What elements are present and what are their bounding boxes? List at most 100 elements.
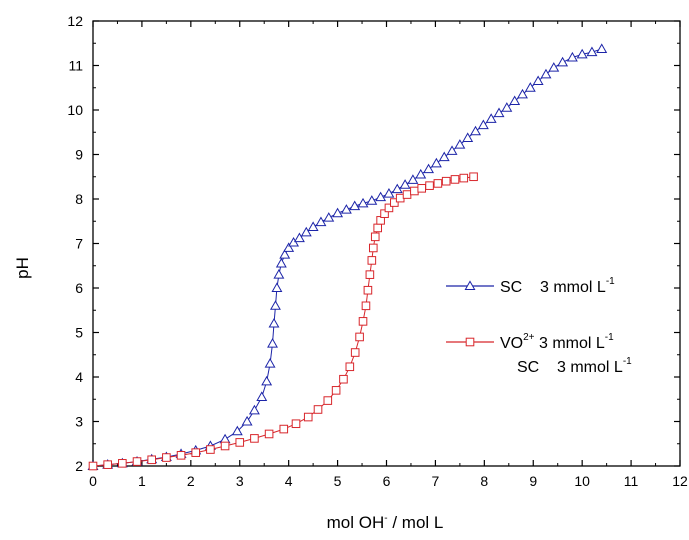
- x-axis-title-sup: -: [384, 513, 387, 524]
- data-point: [88, 461, 98, 471]
- data-point: [339, 374, 348, 384]
- data-point: [303, 412, 313, 422]
- data-point: [576, 48, 588, 59]
- data-point: [517, 88, 528, 99]
- x-tick-label: 1: [138, 473, 146, 489]
- legend-marker: [464, 280, 476, 290]
- series-vo-sc: [88, 172, 478, 471]
- data-point: [417, 184, 427, 193]
- data-point: [241, 415, 253, 426]
- legend-entry: SC 3 mmol L-1: [446, 276, 615, 296]
- data-point: [291, 419, 301, 429]
- data-point: [271, 282, 283, 292]
- data-point: [370, 232, 380, 242]
- data-point: [132, 457, 142, 466]
- data-point: [415, 168, 427, 179]
- data-point: [261, 375, 273, 386]
- data-point: [380, 209, 389, 218]
- data-point: [407, 174, 419, 184]
- data-point: [425, 181, 434, 190]
- data-point: [315, 216, 327, 227]
- data-point: [300, 226, 312, 237]
- data-point: [363, 285, 373, 295]
- data-point: [430, 157, 442, 168]
- data-point: [391, 183, 403, 194]
- data-point: [345, 362, 355, 372]
- data-point: [438, 151, 450, 162]
- x-axis: 0 1 2 3 4 5 6 7 8 9 10 11 12: [89, 21, 688, 489]
- data-point: [283, 242, 295, 252]
- x-tick-label: 0: [89, 473, 97, 489]
- data-point: [454, 139, 466, 149]
- data-point: [118, 459, 127, 468]
- legend-label: VO2+ 3 mmol L-1: [500, 332, 614, 352]
- series-line: [92, 176, 474, 467]
- data-point: [361, 301, 371, 311]
- data-point: [220, 441, 230, 451]
- data-point: [493, 107, 505, 118]
- data-point: [441, 176, 451, 186]
- x-axis-title-main: mol OH: [327, 513, 385, 532]
- data-point: [250, 434, 259, 443]
- x-tick-label: 8: [480, 473, 488, 489]
- data-point: [433, 179, 443, 188]
- data-point: [586, 46, 598, 57]
- x-tick-label: 10: [574, 473, 590, 489]
- data-point: [365, 270, 375, 279]
- x-axis-title: mol OH- / mol L: [327, 513, 444, 532]
- data-point: [402, 190, 412, 199]
- data-point: [219, 433, 231, 444]
- data-point: [267, 338, 278, 348]
- data-point: [450, 175, 460, 184]
- x-tick-label: 5: [334, 473, 342, 489]
- data-point: [470, 125, 481, 136]
- data-point: [323, 396, 333, 405]
- data-point: [331, 386, 341, 395]
- y-tick-label: 3: [75, 414, 83, 430]
- data-point: [367, 256, 377, 265]
- data-point: [390, 198, 399, 207]
- y-axis-title: pH: [13, 257, 32, 279]
- data-point: [206, 445, 215, 454]
- data-point: [162, 453, 171, 462]
- data-point: [264, 429, 274, 439]
- data-point: [323, 212, 335, 222]
- data-point: [462, 132, 474, 142]
- y-tick-label: 10: [67, 102, 83, 118]
- x-tick-label: 9: [529, 473, 537, 489]
- data-point: [384, 203, 394, 213]
- data-point: [540, 68, 552, 79]
- data-point: [275, 257, 287, 268]
- data-point: [358, 317, 368, 326]
- data-point: [459, 173, 469, 183]
- data-point: [446, 145, 458, 155]
- y-tick-label: 4: [75, 369, 83, 385]
- data-point: [103, 460, 112, 469]
- series-sc: [87, 43, 608, 470]
- data-point: [501, 102, 513, 112]
- data-point: [176, 451, 186, 460]
- y-tick-label: 6: [75, 280, 83, 296]
- data-point: [235, 438, 245, 447]
- data-point: [423, 163, 435, 174]
- data-point: [375, 191, 387, 202]
- data-point: [548, 62, 560, 72]
- data-point: [383, 188, 395, 198]
- data-point: [147, 455, 156, 465]
- data-point: [332, 207, 344, 218]
- data-point: [268, 317, 280, 328]
- legend-entry: VO2+ 3 mmol L-1 SC 3 mmol L-1: [446, 332, 632, 376]
- data-point: [357, 197, 369, 208]
- data-point: [366, 195, 378, 205]
- data-point: [191, 448, 201, 457]
- x-axis-title-rest: / mol L: [388, 513, 444, 532]
- x-tick-label: 11: [624, 473, 639, 489]
- x-tick-label: 2: [187, 473, 195, 489]
- data-point: [532, 75, 544, 86]
- y-tick-label: 11: [68, 58, 83, 74]
- y-tick-label: 7: [75, 236, 83, 252]
- data-point: [368, 243, 378, 253]
- series-layer: [87, 43, 608, 471]
- data-point: [264, 358, 276, 368]
